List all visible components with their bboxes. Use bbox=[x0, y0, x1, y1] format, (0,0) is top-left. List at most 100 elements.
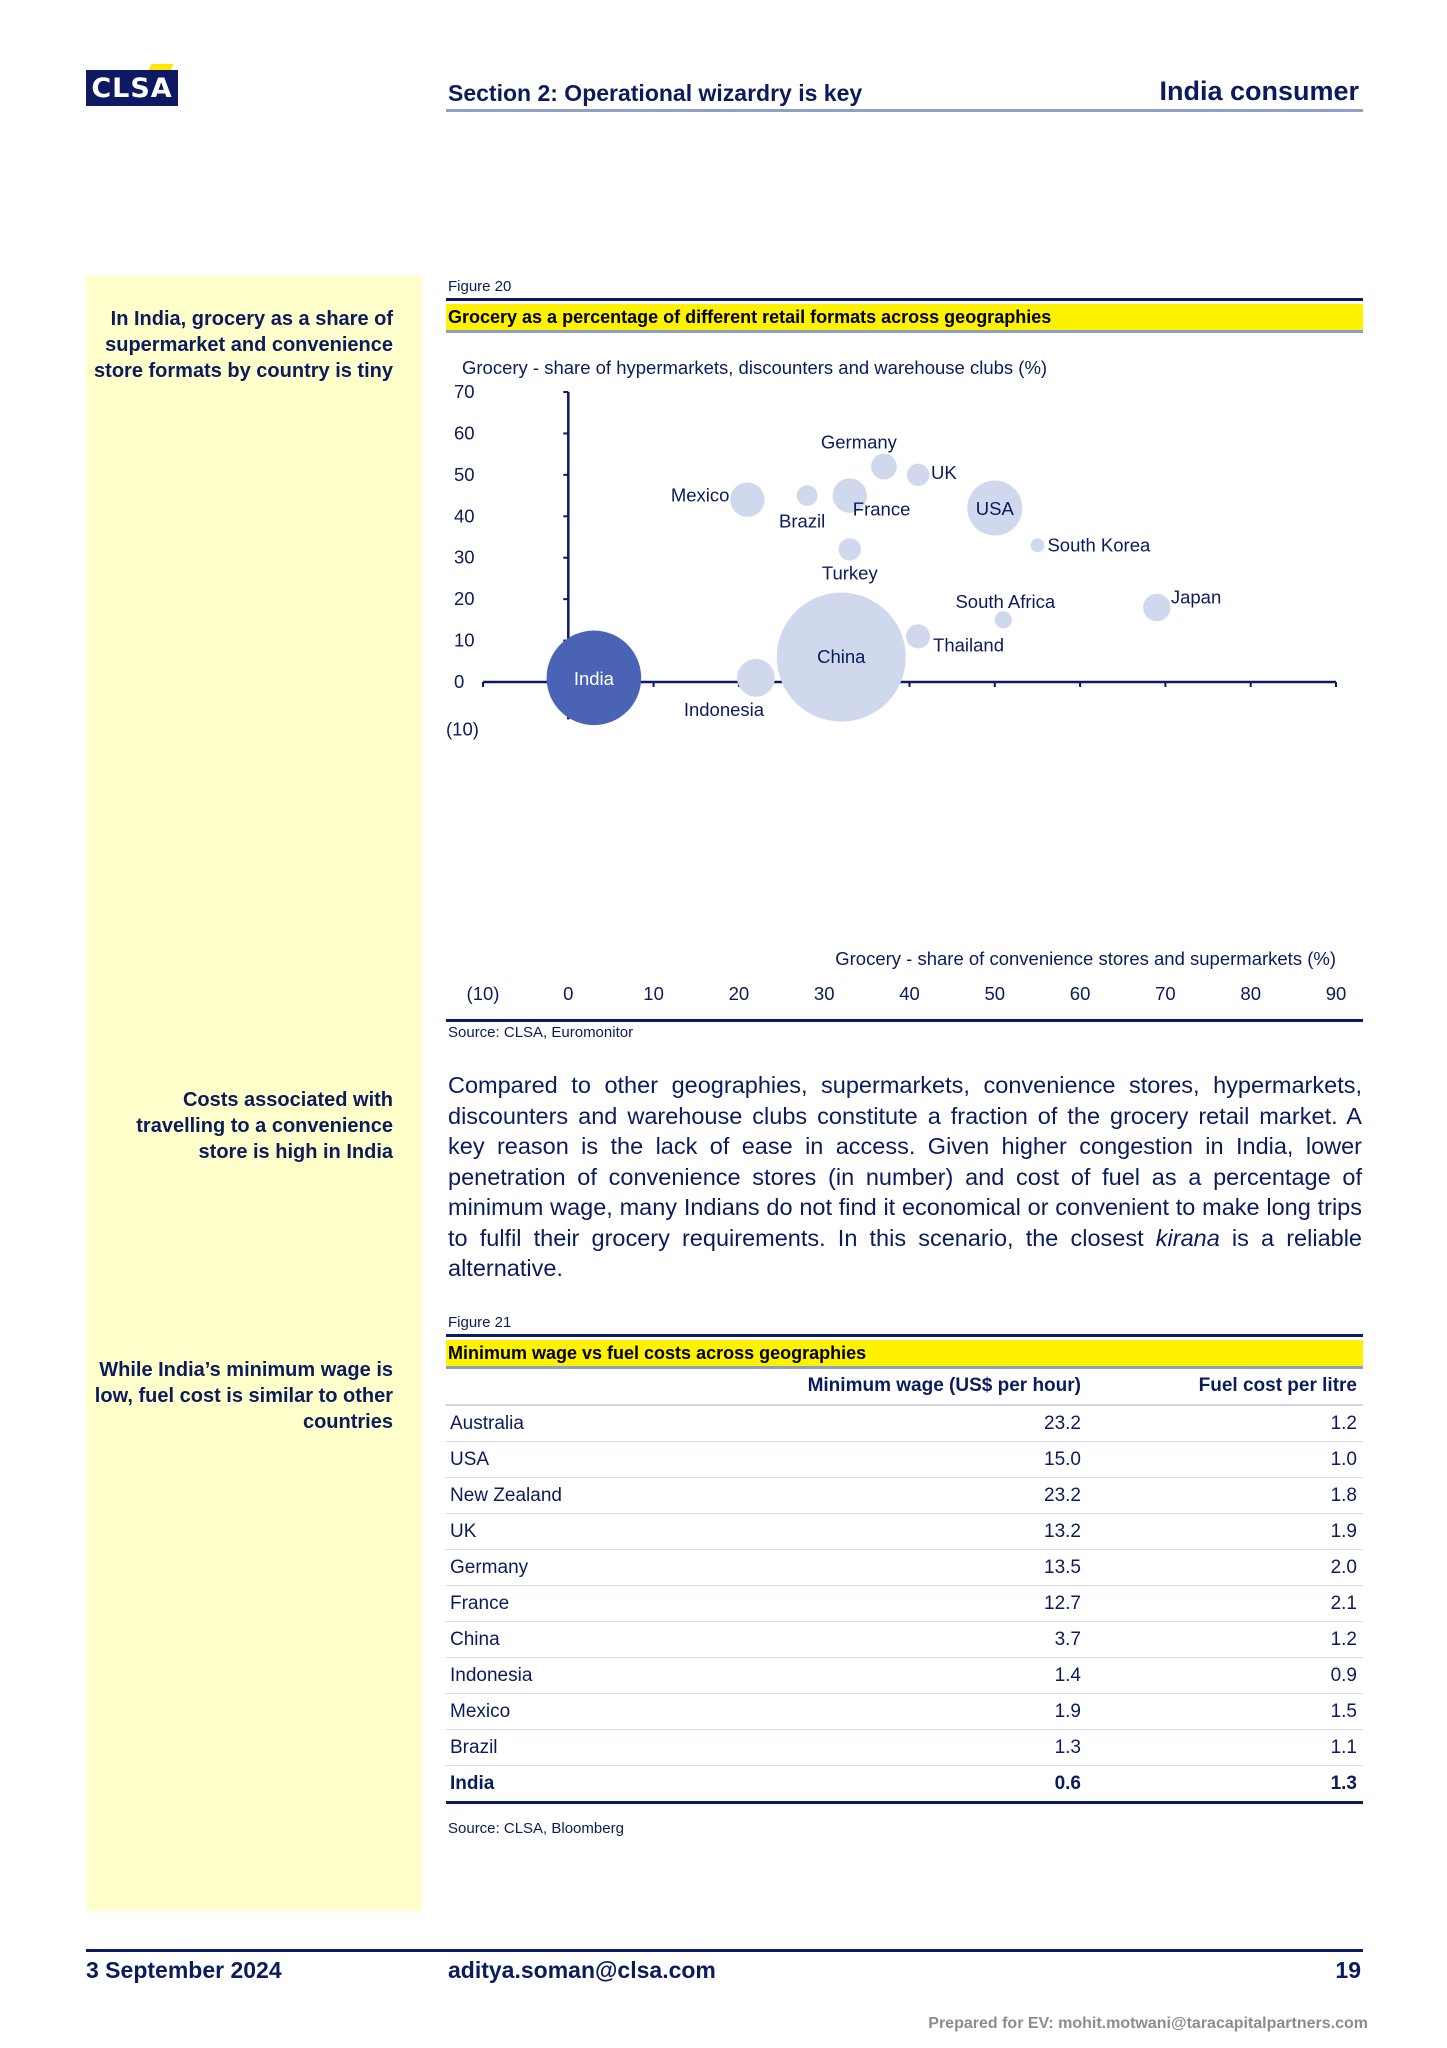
bubble-brazil bbox=[796, 485, 818, 506]
table-row: China 3.7 1.2 bbox=[446, 1621, 1363, 1658]
bubble-label-brazil: Brazil bbox=[779, 511, 825, 532]
fuel-cost-cell: 1.8 bbox=[1087, 1477, 1363, 1514]
min-wage-cell: 12.7 bbox=[752, 1585, 1087, 1622]
bubble-south-africa bbox=[994, 611, 1012, 629]
country-cell: France bbox=[446, 1585, 752, 1622]
bubble-label-china: China bbox=[817, 646, 866, 667]
bubble-label-thailand: Thailand bbox=[933, 634, 1004, 655]
bubble-label-usa: USA bbox=[976, 498, 1015, 519]
fuel-cost-cell: 2.1 bbox=[1087, 1585, 1363, 1622]
bubble-thailand bbox=[905, 624, 931, 649]
x-tick-label: 90 bbox=[1326, 983, 1347, 1004]
bubble-label-india: India bbox=[574, 668, 615, 689]
figure-20-top-rule bbox=[446, 298, 1363, 301]
country-cell: India bbox=[446, 1765, 752, 1804]
fuel-cost-cell: 1.2 bbox=[1087, 1621, 1363, 1658]
figure-21-label: Figure 21 bbox=[448, 1314, 512, 1331]
figure-20-source: Source: CLSA, Euromonitor bbox=[448, 1024, 634, 1041]
bubble-india bbox=[546, 630, 642, 726]
country-cell: Australia bbox=[446, 1405, 752, 1442]
y-tick-label: 0 bbox=[454, 671, 464, 692]
table-row: Australia 23.2 1.2 bbox=[446, 1405, 1363, 1442]
country-cell: New Zealand bbox=[446, 1477, 752, 1514]
y-tick-label: 30 bbox=[454, 547, 475, 568]
bubble-series: India China Indonesia Thailand South Africa J… bbox=[546, 432, 1221, 726]
paragraph-italic-term: kirana bbox=[1155, 1224, 1220, 1251]
min-wage-cell: 1.3 bbox=[752, 1729, 1087, 1766]
y-tick-label: 40 bbox=[454, 505, 475, 526]
x-tick-label: 80 bbox=[1240, 983, 1261, 1004]
bubble-turkey bbox=[838, 538, 861, 561]
clsa-logo: CLSA bbox=[86, 70, 178, 106]
min-wage-cell: 23.2 bbox=[752, 1405, 1087, 1442]
bubble-label-south-korea: South Korea bbox=[1047, 534, 1151, 555]
sidebar-note-min-wage: While India’s minimum wage is low, fuel … bbox=[94, 1359, 393, 1433]
document-title: India consumer bbox=[1159, 76, 1359, 106]
country-cell: Germany bbox=[446, 1549, 752, 1586]
y-axis-title: Grocery - share of hypermarkets, discoun… bbox=[462, 357, 1047, 378]
min-wage-cell: 0.6 bbox=[752, 1765, 1087, 1804]
bubble-south-korea bbox=[1030, 538, 1045, 553]
table-row: Mexico 1.9 1.5 bbox=[446, 1693, 1363, 1730]
figure-20-bottom-rule bbox=[446, 1019, 1363, 1022]
sidebar-note-grocery-share: In India, grocery as a share of supermar… bbox=[94, 308, 393, 382]
country-cell: China bbox=[446, 1621, 752, 1658]
country-cell: Brazil bbox=[446, 1729, 752, 1766]
bubble-mexico bbox=[730, 482, 765, 517]
y-tick-label: 10 bbox=[454, 630, 475, 651]
bubble-label-indonesia: Indonesia bbox=[684, 699, 765, 720]
bubble-label-france: France bbox=[853, 499, 911, 520]
page-number: 19 bbox=[1335, 1957, 1361, 1983]
x-tick-label: 20 bbox=[729, 983, 750, 1004]
y-tick-label: 70 bbox=[454, 381, 475, 402]
bubble-label-uk: UK bbox=[931, 462, 957, 483]
x-axis-title: Grocery - share of convenience stores an… bbox=[835, 948, 1336, 969]
bubble-uk bbox=[906, 463, 930, 487]
y-tick-label: 20 bbox=[454, 588, 475, 609]
bubble-label-japan: Japan bbox=[1171, 586, 1221, 607]
min-wage-cell: 3.7 bbox=[752, 1621, 1087, 1658]
country-cell: UK bbox=[446, 1513, 752, 1550]
x-tick-label: 40 bbox=[899, 983, 920, 1004]
min-wage-cell: 23.2 bbox=[752, 1477, 1087, 1514]
fuel-cost-cell: 1.9 bbox=[1087, 1513, 1363, 1550]
section-title: Section 2: Operational wizardry is key bbox=[448, 80, 863, 106]
figure-20-label: Figure 20 bbox=[448, 278, 512, 295]
country-cell: Mexico bbox=[446, 1693, 752, 1730]
bubble-china bbox=[776, 592, 906, 722]
x-axis-ticks: (10) 0 10 20 30 40 50 60 70 80 90 bbox=[467, 682, 1347, 1004]
fuel-cost-cell: 1.2 bbox=[1087, 1405, 1363, 1442]
paragraph-text: Compared to other geographies, supermark… bbox=[448, 1072, 1362, 1251]
bubble-label-turkey: Turkey bbox=[822, 562, 879, 583]
footer-date: 3 September 2024 bbox=[86, 1957, 282, 1983]
x-tick-label: 50 bbox=[985, 983, 1006, 1004]
header-divider bbox=[446, 109, 1363, 112]
figure-20-title-rule bbox=[446, 330, 1363, 333]
bubble-label-germany: Germany bbox=[821, 432, 898, 453]
figure-21-source: Source: CLSA, Bloomberg bbox=[448, 1820, 624, 1837]
sidebar-panel bbox=[86, 276, 422, 1911]
table-row: India 0.6 1.3 bbox=[446, 1765, 1363, 1804]
fuel-cost-cell: 1.5 bbox=[1087, 1693, 1363, 1730]
min-wage-cell: 1.4 bbox=[752, 1657, 1087, 1694]
table-row: New Zealand 23.2 1.8 bbox=[446, 1477, 1363, 1514]
figure-21-title: Minimum wage vs fuel costs across geogra… bbox=[446, 1340, 1363, 1366]
figure-21-top-rule bbox=[446, 1334, 1363, 1337]
fuel-cost-cell: 1.0 bbox=[1087, 1441, 1363, 1478]
fuel-cost-cell: 2.0 bbox=[1087, 1549, 1363, 1586]
y-tick-label: 60 bbox=[454, 422, 475, 443]
body-paragraph: Compared to other geographies, supermark… bbox=[448, 1070, 1362, 1284]
min-wage-cell: 13.2 bbox=[752, 1513, 1087, 1550]
x-tick-label: 60 bbox=[1070, 983, 1091, 1004]
x-tick-label: (10) bbox=[467, 983, 500, 1004]
footer-divider bbox=[86, 1949, 1363, 1952]
wage-fuel-table: Minimum wage (US$ per hour) Fuel cost pe… bbox=[446, 1368, 1363, 1804]
prepared-for-notice: Prepared for EV: mohit.motwani@taracapit… bbox=[928, 2015, 1368, 2032]
table-row: UK 13.2 1.9 bbox=[446, 1513, 1363, 1550]
country-cell: Indonesia bbox=[446, 1657, 752, 1694]
x-tick-label: 30 bbox=[814, 983, 835, 1004]
table-row: Indonesia 1.4 0.9 bbox=[446, 1657, 1363, 1694]
table-header-row: Minimum wage (US$ per hour) Fuel cost pe… bbox=[446, 1368, 1363, 1406]
y-tick-label: 50 bbox=[454, 464, 475, 485]
figure-20-title: Grocery as a percentage of different ret… bbox=[446, 304, 1363, 330]
